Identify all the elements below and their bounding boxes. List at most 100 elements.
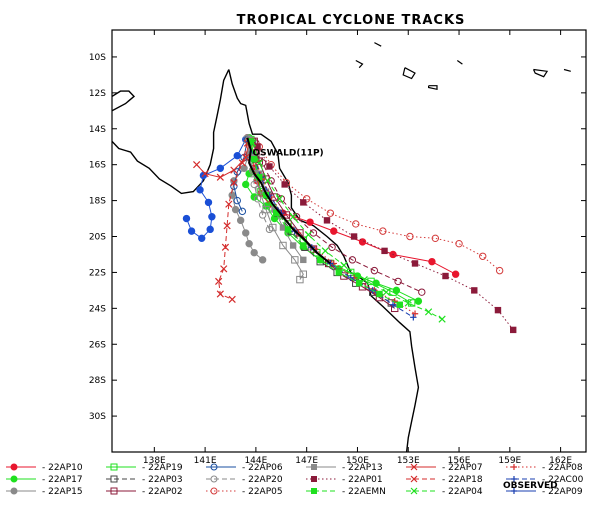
- storm-name-label: OSWALD(11P): [253, 149, 324, 159]
- track-point: [277, 195, 285, 203]
- track-point: [330, 227, 338, 235]
- track-point: [225, 200, 233, 208]
- legend-label: - 22AP07: [442, 463, 483, 473]
- cyclone-tracks: [182, 134, 517, 334]
- track-point: [304, 231, 312, 239]
- track-point: [394, 277, 402, 286]
- coastline-segment: [112, 69, 230, 195]
- track-point: [396, 301, 403, 308]
- legend-entry-22ap03: - 22AP03: [106, 475, 183, 485]
- axis-ticks: 138E 141E 144E 147E 150E 153E 156E 159E 162E 10S 1…: [89, 30, 586, 466]
- track-point: [279, 241, 287, 250]
- legend-label: - 22AP10: [42, 463, 83, 473]
- track-point: [242, 229, 250, 237]
- x-tick-label: 141E: [194, 456, 217, 466]
- track-point: [201, 170, 209, 178]
- y-tick-label: 24S: [89, 304, 106, 314]
- x-tick-label: 138E: [143, 456, 166, 466]
- track-point: [215, 277, 223, 286]
- track-point: [389, 301, 397, 308]
- legend-label: - 22AP05: [242, 487, 283, 497]
- legend-entry-22ap02: - 22AP02: [106, 487, 183, 497]
- legend-swatch-marker: [410, 463, 418, 471]
- track-point: [289, 213, 297, 221]
- track-point: [220, 265, 228, 273]
- track-point: [411, 260, 419, 267]
- track-point: [306, 218, 314, 226]
- track-point: [228, 295, 236, 303]
- legend-label: - 22AC00: [542, 475, 584, 485]
- track-point: [250, 248, 258, 257]
- track-point: [206, 225, 214, 234]
- track-point: [379, 227, 387, 235]
- legend-entry-22ap07: - 22AP07: [406, 463, 483, 473]
- legend-label: - 22AP03: [142, 475, 183, 485]
- track-point: [251, 156, 258, 163]
- track-point: [193, 161, 201, 169]
- legend-label: - 22AP18: [442, 475, 483, 485]
- legend-entry-22ap17: - 22AP17: [6, 475, 83, 485]
- legend-label: - 22AP13: [342, 463, 383, 473]
- track-point: [347, 274, 354, 282]
- track-point: [258, 256, 267, 264]
- legend-entry-22ap18: - 22AP18: [406, 475, 483, 485]
- y-tick-label: 30S: [89, 412, 106, 422]
- coastline-map: [112, 42, 571, 452]
- track-point: [495, 266, 504, 275]
- track-point: [273, 209, 280, 217]
- track-point: [424, 308, 433, 316]
- coastline-segment: [112, 90, 136, 112]
- track-point: [404, 299, 412, 307]
- track-point: [335, 269, 343, 276]
- track-point: [248, 166, 257, 174]
- track-point: [410, 314, 417, 321]
- track-point: [216, 164, 225, 172]
- track-point: [382, 288, 390, 296]
- legend-label: - 22AP19: [142, 463, 183, 473]
- track-point: [284, 226, 292, 233]
- legend-label: - 22AP20: [242, 475, 283, 485]
- track-point: [208, 213, 216, 221]
- chart-title: TROPICAL CYCLONE TRACKS: [237, 13, 466, 28]
- legend-label: - 22AP02: [142, 487, 183, 497]
- track-22ap01: [254, 143, 517, 334]
- track-point: [198, 234, 206, 243]
- track-point: [340, 272, 348, 280]
- track-point: [266, 163, 273, 170]
- track-point: [249, 152, 256, 159]
- track-point: [302, 195, 311, 203]
- track-point: [254, 143, 261, 150]
- legend-label: - 22AP06: [242, 463, 283, 473]
- legend-swatch-marker: [10, 475, 18, 483]
- legend-swatch-marker: [210, 475, 218, 483]
- track-point: [328, 243, 336, 251]
- y-tick-label: 10S: [89, 53, 106, 63]
- track-point: [281, 181, 288, 188]
- x-tick-label: 159E: [498, 456, 521, 466]
- track-point: [381, 247, 388, 255]
- x-tick-label: 153E: [397, 456, 420, 466]
- legend-swatch-marker: [110, 475, 118, 483]
- track-point: [442, 272, 449, 280]
- track-point: [182, 214, 191, 223]
- track-point: [479, 252, 487, 260]
- observed-label: OBSERVED: [503, 481, 558, 491]
- track-point: [321, 247, 329, 255]
- track-point: [204, 198, 213, 207]
- track-point: [233, 152, 241, 160]
- track-point: [255, 186, 263, 194]
- legend-swatch-marker: [210, 487, 218, 495]
- legend-label: - 22AP01: [342, 475, 383, 485]
- legend-entry-22ap20: - 22AP20: [206, 475, 283, 485]
- track-22ap05: [255, 143, 504, 275]
- legend-entry-22ap08: - 22AP08: [506, 463, 583, 473]
- legend-swatch-marker: [210, 463, 218, 471]
- track-point: [291, 256, 299, 264]
- legend-entry-22ap09: - 22AP09: [506, 487, 583, 497]
- track-point: [275, 195, 284, 203]
- track-point: [240, 164, 248, 172]
- legend-entry-22ap06: - 22AP06: [206, 463, 283, 473]
- legend-entry-22ap13: - 22AP13: [306, 463, 383, 473]
